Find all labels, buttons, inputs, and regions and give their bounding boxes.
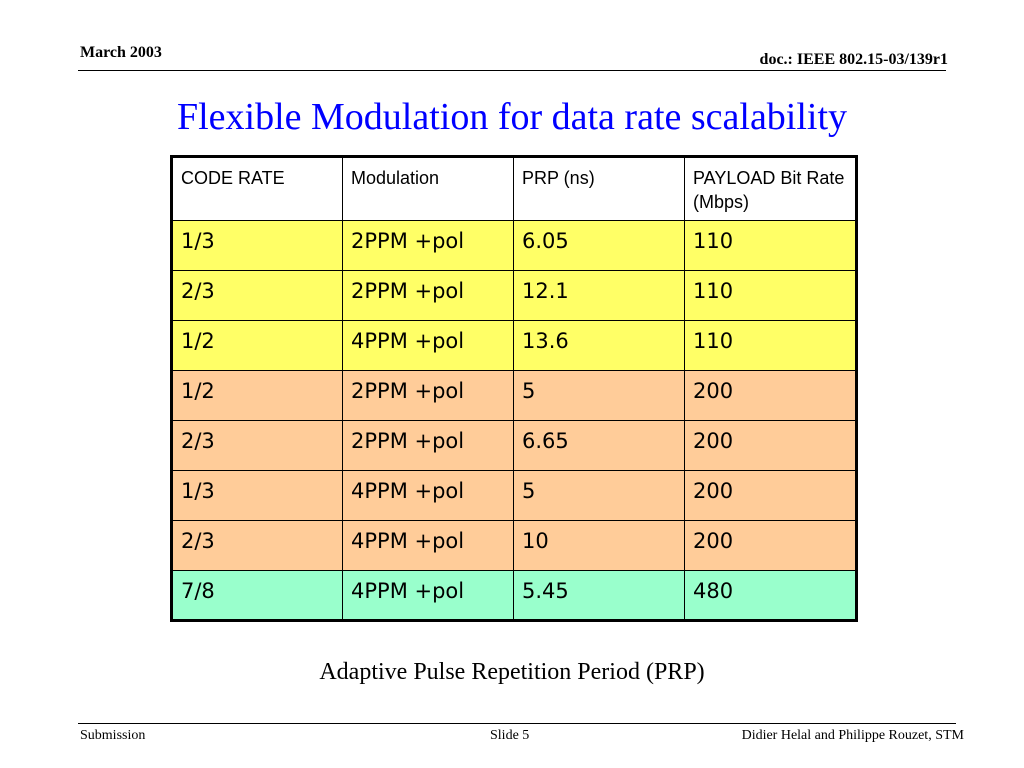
cell-bit-rate: 200 xyxy=(684,420,857,471)
header-doc-id: doc.: IEEE 802.15-03/139r1 xyxy=(759,51,948,68)
footer-submission: Submission xyxy=(80,728,146,743)
cell-prp: 5 xyxy=(513,470,685,521)
modulation-table: CODE RATE Modulation PRP (ns) PAYLOAD Bi… xyxy=(170,155,858,622)
cell-prp: 6.65 xyxy=(513,420,685,471)
cell-code-rate: 1/2 xyxy=(171,320,343,371)
cell-code-rate: 2/3 xyxy=(171,420,343,471)
cell-code-rate: 1/3 xyxy=(171,220,343,271)
cell-modulation: 2PPM +pol xyxy=(342,370,514,421)
table-caption: Adaptive Pulse Repetition Period (PRP) xyxy=(319,659,705,685)
cell-bit-rate: 200 xyxy=(684,370,857,421)
cell-code-rate: 1/2 xyxy=(171,370,343,421)
table-row: 7/8 4PPM +pol 5.45 480 xyxy=(171,570,857,621)
cell-code-rate: 2/3 xyxy=(171,270,343,321)
footer-slide-number: Slide 5 xyxy=(490,728,530,743)
cell-modulation: 2PPM +pol xyxy=(342,220,514,271)
cell-code-rate: 1/3 xyxy=(171,470,343,521)
cell-bit-rate: 480 xyxy=(684,570,857,621)
table-row: 1/2 4PPM +pol 13.6 110 xyxy=(171,320,857,371)
cell-modulation: 4PPM +pol xyxy=(342,470,514,521)
cell-prp: 12.1 xyxy=(513,270,685,321)
cell-code-rate: 2/3 xyxy=(171,520,343,571)
column-header-prp: PRP (ns) xyxy=(513,156,685,221)
cell-bit-rate: 200 xyxy=(684,520,857,571)
column-header-code-rate: CODE RATE xyxy=(171,156,343,221)
footer-authors: Didier Helal and Philippe Rouzet, STM xyxy=(741,728,964,743)
cell-modulation: 4PPM +pol xyxy=(342,520,514,571)
footer-divider xyxy=(78,723,956,724)
slide-title: Flexible Modulation for data rate scalab… xyxy=(176,96,848,138)
header-date: March 2003 xyxy=(80,44,162,61)
column-header-modulation: Modulation xyxy=(342,156,514,221)
table-row: 1/3 4PPM +pol 5 200 xyxy=(171,470,857,521)
table-row: 2/3 4PPM +pol 10 200 xyxy=(171,520,857,571)
cell-prp: 5 xyxy=(513,370,685,421)
cell-bit-rate: 110 xyxy=(684,320,857,371)
cell-modulation: 4PPM +pol xyxy=(342,320,514,371)
cell-bit-rate: 110 xyxy=(684,220,857,271)
cell-prp: 10 xyxy=(513,520,685,571)
cell-bit-rate: 110 xyxy=(684,270,857,321)
table-row: 2/3 2PPM +pol 12.1 110 xyxy=(171,270,857,321)
table-header-row: CODE RATE Modulation PRP (ns) PAYLOAD Bi… xyxy=(171,156,857,221)
table-row: 1/3 2PPM +pol 6.05 110 xyxy=(171,220,857,271)
column-header-bit-rate: PAYLOAD Bit Rate (Mbps) xyxy=(684,156,857,221)
cell-modulation: 2PPM +pol xyxy=(342,270,514,321)
table-row: 2/3 2PPM +pol 6.65 200 xyxy=(171,420,857,471)
cell-code-rate: 7/8 xyxy=(171,570,343,621)
cell-prp: 13.6 xyxy=(513,320,685,371)
header-divider xyxy=(78,70,946,71)
cell-modulation: 2PPM +pol xyxy=(342,420,514,471)
cell-modulation: 4PPM +pol xyxy=(342,570,514,621)
table-row: 1/2 2PPM +pol 5 200 xyxy=(171,370,857,421)
cell-prp: 5.45 xyxy=(513,570,685,621)
cell-bit-rate: 200 xyxy=(684,470,857,521)
cell-prp: 6.05 xyxy=(513,220,685,271)
